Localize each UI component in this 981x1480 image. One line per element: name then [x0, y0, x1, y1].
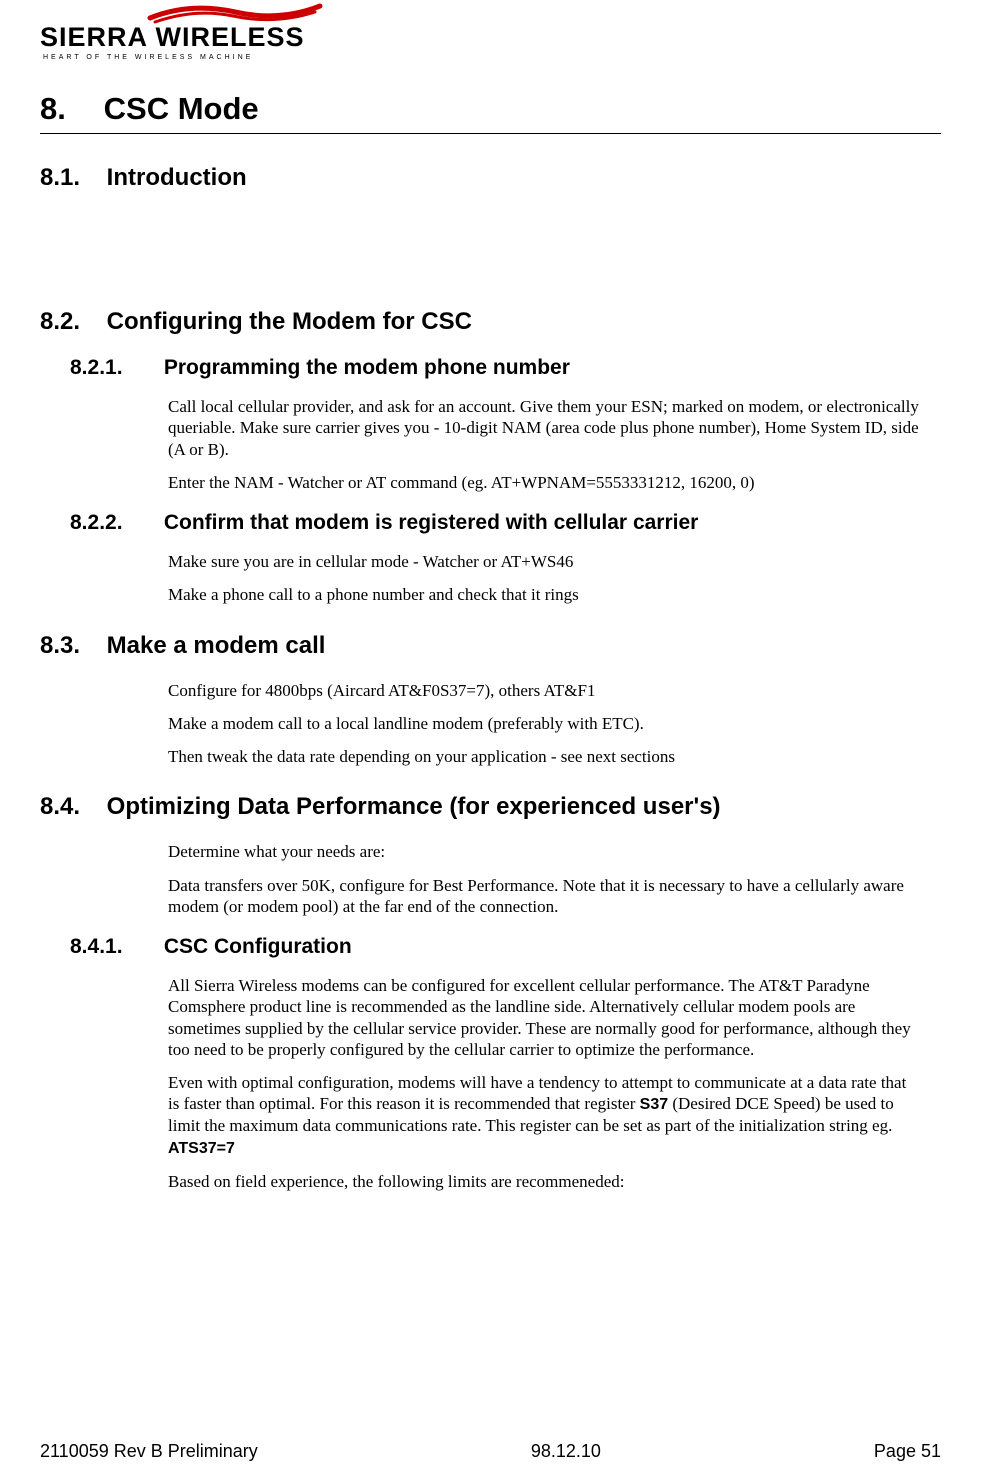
h3-number: 8.2.1. [70, 356, 158, 380]
paragraph: Then tweak the data rate depending on yo… [168, 746, 921, 767]
h1-title: CSC Mode [104, 91, 259, 126]
h3-title: Programming the modem phone number [164, 356, 570, 379]
heading-8-3: 8.3. Make a modem call [40, 632, 941, 660]
company-logo: SIERRA WIRELESS HEART OF THE WIRELESS MA… [40, 0, 941, 61]
h3-number: 8.2.2. [70, 511, 158, 535]
h2-number: 8.3. [40, 632, 100, 660]
heading-8-2: 8.2. Configuring the Modem for CSC [40, 308, 941, 336]
paragraph: All Sierra Wireless modems can be config… [168, 975, 921, 1060]
footer-right: Page 51 [874, 1441, 941, 1462]
h2-number: 8.1. [40, 164, 100, 192]
bold-text: S37 [640, 1096, 668, 1113]
h2-title: Configuring the Modem for CSC [107, 308, 472, 335]
h2-number: 8.2. [40, 308, 100, 336]
paragraph: Even with optimal configuration, modems … [168, 1072, 921, 1159]
h3-number: 8.4.1. [70, 935, 158, 959]
h3-title: CSC Configuration [164, 935, 352, 958]
paragraph: Enter the NAM - Watcher or AT command (e… [168, 472, 921, 493]
h2-title: Optimizing Data Performance (for experie… [107, 793, 721, 820]
heading-8-1: 8.1. Introduction [40, 164, 941, 192]
h1-number: 8. [40, 91, 95, 127]
h2-title: Make a modem call [107, 632, 326, 659]
company-name: SIERRA WIRELESS [40, 24, 941, 51]
paragraph: Configure for 4800bps (Aircard AT&F0S37=… [168, 680, 921, 701]
page-footer: 2110059 Rev B Preliminary 98.12.10 Page … [40, 1441, 941, 1462]
heading-8-2-2: 8.2.2. Confirm that modem is registered … [70, 511, 941, 535]
heading-8-2-1: 8.2.1. Programming the modem phone numbe… [70, 356, 941, 380]
h2-number: 8.4. [40, 793, 100, 821]
h1-rule [40, 133, 941, 134]
company-tagline: HEART OF THE WIRELESS MACHINE [43, 54, 941, 61]
paragraph: Determine what your needs are: [168, 841, 921, 862]
paragraph: Make a modem call to a local landline mo… [168, 713, 921, 734]
paragraph: Based on field experience, the following… [168, 1171, 921, 1192]
paragraph: Make a phone call to a phone number and … [168, 584, 921, 605]
bold-text: ATS37=7 [168, 1140, 235, 1157]
heading-8-4: 8.4. Optimizing Data Performance (for ex… [40, 793, 941, 821]
heading-8-4-1: 8.4.1. CSC Configuration [70, 935, 941, 959]
paragraph: Call local cellular provider, and ask fo… [168, 396, 921, 460]
footer-left: 2110059 Rev B Preliminary [40, 1441, 258, 1462]
h3-title: Confirm that modem is registered with ce… [164, 511, 699, 534]
heading-1: 8. CSC Mode [40, 91, 941, 127]
footer-center: 98.12.10 [531, 1441, 601, 1462]
h2-title: Introduction [107, 164, 247, 191]
paragraph: Data transfers over 50K, configure for B… [168, 875, 921, 918]
paragraph: Make sure you are in cellular mode - Wat… [168, 551, 921, 572]
